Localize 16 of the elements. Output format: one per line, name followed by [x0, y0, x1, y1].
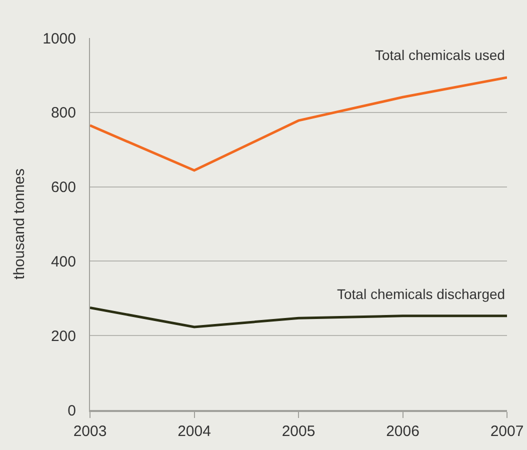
y-axis-title: thousand tonnes — [10, 168, 28, 280]
x-tick-label: 2006 — [386, 423, 420, 440]
x-tick-label: 2005 — [282, 423, 316, 440]
series-label: Total chemicals discharged — [337, 286, 506, 302]
y-tick-label: 400 — [50, 253, 76, 270]
line-series — [90, 306, 507, 328]
series-label: Total chemicals used — [375, 47, 505, 63]
x-tick-label: 2004 — [178, 423, 211, 440]
y-tick-label: 0 — [68, 402, 76, 420]
x-tick-label: 2003 — [73, 423, 107, 440]
y-tick-label: 200 — [50, 328, 76, 345]
y-tick-label: 800 — [50, 104, 76, 122]
x-tick-label: 2007 — [490, 423, 524, 440]
y-tick-label: 600 — [50, 179, 76, 196]
y-tick-label: 1000 — [42, 30, 76, 48]
line-series — [90, 76, 507, 172]
